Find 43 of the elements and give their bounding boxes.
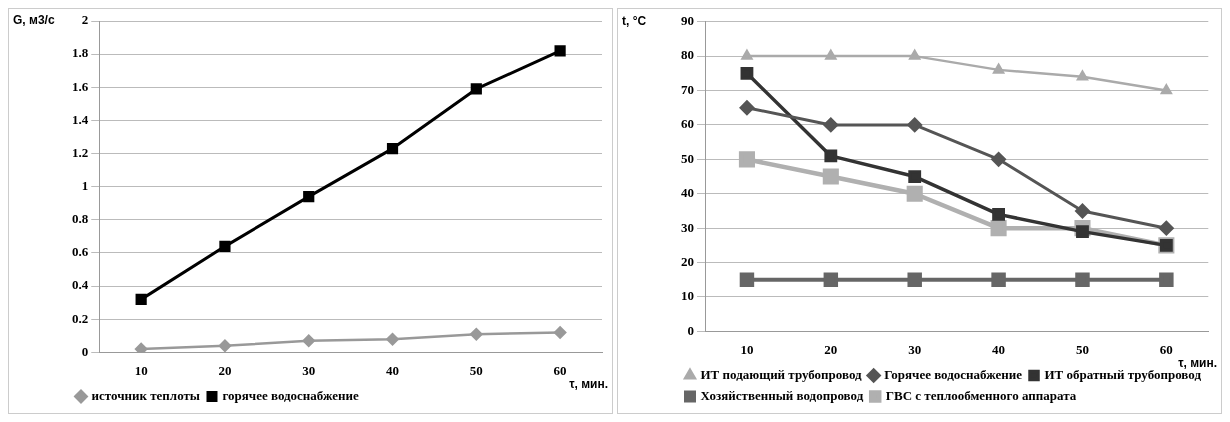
y-tick-label: 1.4 [72,111,89,127]
x-axis-title: τ, мин. [1178,355,1217,370]
y-tick-label: 0 [81,343,89,359]
legend-label: Хозяйственный водопровод [700,387,864,403]
legend-label: ИТ подающий трубопровод [700,366,863,382]
y-tick-label: 2 [81,12,89,28]
y-tick-label: 0.8 [72,211,89,227]
x-tick-label: 20 [824,341,838,357]
x-axis-title: τ, мин. [569,376,608,391]
x-tick-label: 50 [1075,341,1089,357]
x-tick-label: 40 [992,341,1006,357]
y-tick-label: 0 [687,322,694,338]
x-tick-label: 60 [553,362,567,378]
y-tick-label: 70 [681,81,694,97]
x-tick-label: 30 [908,341,922,357]
y-tick-label: 50 [681,150,694,166]
x-tick-label: 50 [469,362,483,378]
y-tick-label: 90 [681,13,694,29]
y-tick-label: 40 [681,185,694,201]
x-tick-label: 40 [386,362,400,378]
x-tick-label: 30 [302,362,316,378]
y-tick-label: 0.6 [72,244,89,260]
y-tick-label: 1.6 [72,78,89,94]
y-tick-label: 10 [681,288,694,304]
y-tick-label: 30 [681,219,694,235]
x-tick-label: 10 [134,362,148,378]
y-tick-label: 1 [81,178,89,194]
legend-label: горячее водоснабжение [222,387,360,403]
y-tick-label: 0.2 [72,310,89,326]
x-tick-label: 20 [218,362,232,378]
y-tick-label: 60 [681,116,694,132]
y-tick-label: 1.2 [72,144,89,160]
y-axis-title: t, °C [622,14,647,29]
y-axis-title: G, м3/с [13,13,55,28]
legend-label: Горячее водоснабжение [884,366,1023,382]
x-tick-label: 60 [1159,341,1173,357]
y-tick-label: 80 [681,47,694,63]
y-tick-label: 0.4 [72,277,89,293]
y-tick-label: 20 [681,253,694,269]
x-tick-label: 10 [740,341,754,357]
y-tick-label: 1.8 [72,45,89,61]
legend-label: источник теплоты [91,387,200,403]
legend-label: ГВС с теплообменного аппарата [885,387,1077,403]
